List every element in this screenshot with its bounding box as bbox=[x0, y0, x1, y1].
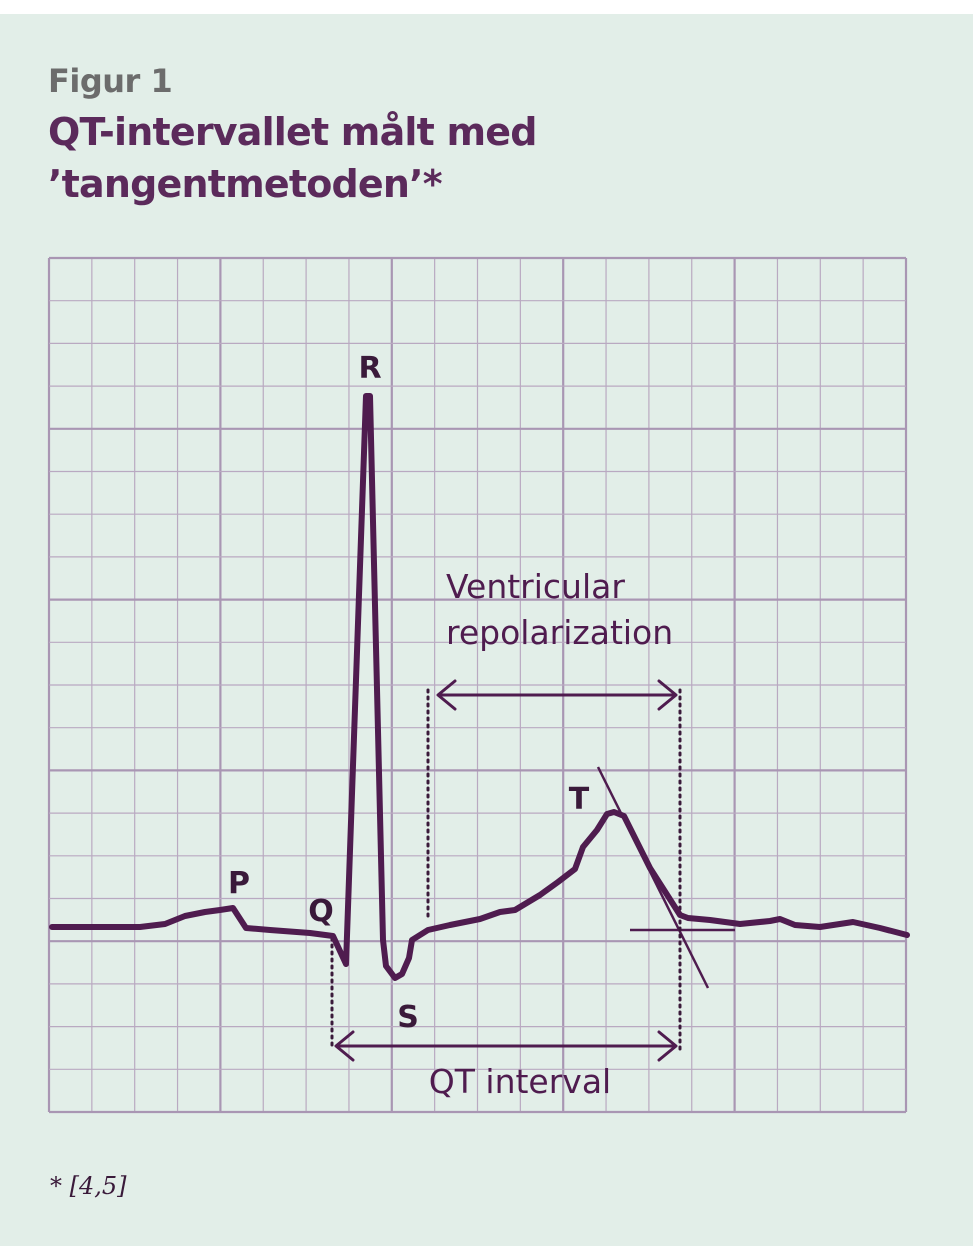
ecg-trace bbox=[49, 393, 910, 981]
repolarization-label-line-1: Ventricular bbox=[446, 567, 625, 606]
qt-interval-arrow bbox=[334, 1030, 678, 1062]
figure-panel bbox=[0, 14, 973, 1246]
figure-title: QT-intervallet målt med ’tangentmetoden’… bbox=[48, 106, 748, 210]
qt-interval-label: QT interval bbox=[429, 1062, 611, 1101]
ecg-grid bbox=[47, 256, 908, 1114]
repolarization-arrow bbox=[436, 679, 678, 711]
p-wave-label: P bbox=[228, 866, 250, 901]
t-wave-label: T bbox=[569, 782, 590, 817]
figure-label: Figur 1 bbox=[48, 62, 173, 100]
figure-title-line-2: ’tangentmetoden’* bbox=[48, 162, 443, 206]
repolarization-label-line-2: repolarization bbox=[446, 613, 673, 652]
footnote: * [4,5] bbox=[50, 1172, 127, 1200]
q-wave-label: Q bbox=[308, 894, 334, 929]
s-wave-label: S bbox=[397, 1000, 419, 1035]
figure-title-line-1: QT-intervallet målt med bbox=[48, 110, 537, 154]
r-wave-label: R bbox=[358, 351, 381, 386]
